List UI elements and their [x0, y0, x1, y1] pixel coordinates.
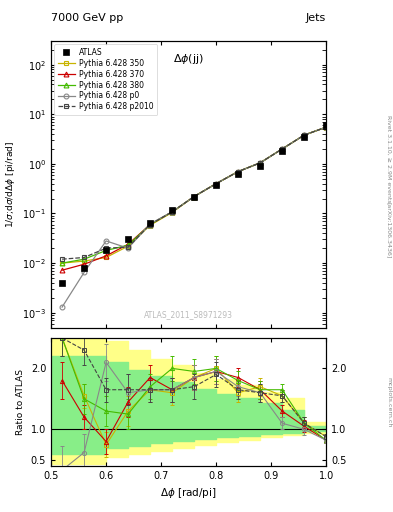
- Pythia 6.428 370: [258, 160, 263, 166]
- Pythia 6.428 p0: [258, 160, 263, 166]
- Pythia 6.428 380: [60, 260, 64, 266]
- ATLAS: [258, 163, 263, 169]
- Pythia 6.428 p0: [60, 304, 64, 310]
- Line: Pythia 6.428 p2010: Pythia 6.428 p2010: [60, 125, 329, 262]
- Pythia 6.428 p2010: [258, 160, 263, 166]
- Pythia 6.428 380: [280, 146, 285, 152]
- Pythia 6.428 350: [104, 254, 108, 261]
- Pythia 6.428 370: [302, 132, 307, 138]
- Line: ATLAS: ATLAS: [59, 122, 329, 286]
- Pythia 6.428 p0: [104, 238, 108, 244]
- Line: Pythia 6.428 p0: Pythia 6.428 p0: [60, 125, 329, 310]
- ATLAS: [324, 122, 329, 129]
- ATLAS: [60, 280, 64, 286]
- ATLAS: [302, 134, 307, 140]
- Pythia 6.428 p2010: [236, 168, 241, 175]
- Pythia 6.428 p2010: [148, 221, 152, 227]
- Pythia 6.428 380: [148, 221, 152, 227]
- ATLAS: [104, 247, 108, 253]
- Text: Rivet 3.1.10, ≥ 2.9M events: Rivet 3.1.10, ≥ 2.9M events: [386, 115, 391, 203]
- ATLAS: [82, 265, 86, 271]
- Pythia 6.428 p2010: [60, 256, 64, 262]
- Pythia 6.428 p2010: [324, 124, 329, 130]
- Pythia 6.428 380: [82, 256, 86, 262]
- Pythia 6.428 350: [192, 194, 196, 200]
- Line: Pythia 6.428 350: Pythia 6.428 350: [60, 125, 329, 266]
- ATLAS: [214, 182, 219, 188]
- Pythia 6.428 350: [302, 132, 307, 138]
- Pythia 6.428 p2010: [192, 194, 196, 200]
- Pythia 6.428 p2010: [170, 209, 174, 215]
- Pythia 6.428 370: [214, 181, 219, 187]
- Pythia 6.428 380: [192, 194, 196, 200]
- Legend: ATLAS, Pythia 6.428 350, Pythia 6.428 370, Pythia 6.428 380, Pythia 6.428 p0, Py: ATLAS, Pythia 6.428 350, Pythia 6.428 37…: [54, 44, 157, 115]
- Text: $\Delta\phi$(jj): $\Delta\phi$(jj): [173, 52, 204, 67]
- X-axis label: $\Delta\phi$ [rad/pi]: $\Delta\phi$ [rad/pi]: [160, 486, 217, 500]
- Pythia 6.428 350: [126, 243, 130, 249]
- Text: [arXiv:1306.3436]: [arXiv:1306.3436]: [386, 202, 391, 259]
- Pythia 6.428 370: [148, 221, 152, 227]
- Pythia 6.428 p2010: [214, 181, 219, 187]
- Pythia 6.428 p2010: [280, 146, 285, 152]
- Pythia 6.428 p0: [214, 181, 219, 187]
- Y-axis label: 1/$\sigma$;d$\sigma$/d$\Delta\phi$ [pi/rad]: 1/$\sigma$;d$\sigma$/d$\Delta\phi$ [pi/r…: [4, 141, 17, 228]
- Text: Jets: Jets: [306, 13, 326, 23]
- Pythia 6.428 380: [214, 181, 219, 187]
- Pythia 6.428 350: [170, 209, 174, 216]
- Pythia 6.428 380: [170, 209, 174, 215]
- Text: mcplots.cern.ch: mcplots.cern.ch: [386, 377, 391, 427]
- Y-axis label: Ratio to ATLAS: Ratio to ATLAS: [16, 369, 25, 435]
- Pythia 6.428 380: [258, 160, 263, 166]
- Pythia 6.428 p0: [148, 221, 152, 227]
- Pythia 6.428 370: [82, 261, 86, 267]
- Pythia 6.428 380: [302, 132, 307, 138]
- Pythia 6.428 350: [280, 146, 285, 152]
- Pythia 6.428 370: [170, 209, 174, 215]
- Pythia 6.428 370: [324, 124, 329, 130]
- Pythia 6.428 350: [148, 222, 152, 228]
- Pythia 6.428 p2010: [302, 132, 307, 138]
- Pythia 6.428 370: [280, 146, 285, 152]
- Pythia 6.428 p0: [280, 146, 285, 152]
- Pythia 6.428 380: [236, 168, 241, 175]
- ATLAS: [148, 220, 152, 226]
- Pythia 6.428 350: [214, 181, 219, 187]
- Pythia 6.428 380: [104, 247, 108, 253]
- Pythia 6.428 380: [324, 124, 329, 130]
- Pythia 6.428 350: [82, 258, 86, 264]
- Line: Pythia 6.428 380: Pythia 6.428 380: [60, 125, 329, 266]
- ATLAS: [126, 237, 130, 243]
- Pythia 6.428 p2010: [126, 244, 130, 250]
- ATLAS: [170, 207, 174, 214]
- Text: 7000 GeV pp: 7000 GeV pp: [51, 13, 123, 23]
- ATLAS: [236, 171, 241, 177]
- ATLAS: [192, 194, 196, 200]
- Pythia 6.428 370: [60, 267, 64, 273]
- Pythia 6.428 p0: [126, 245, 130, 251]
- Pythia 6.428 350: [258, 160, 263, 166]
- Pythia 6.428 p0: [192, 194, 196, 200]
- Pythia 6.428 350: [324, 124, 329, 130]
- Pythia 6.428 370: [236, 168, 241, 175]
- Line: Pythia 6.428 370: Pythia 6.428 370: [60, 125, 329, 272]
- Pythia 6.428 350: [60, 260, 64, 266]
- Pythia 6.428 370: [126, 241, 130, 247]
- Pythia 6.428 350: [236, 168, 241, 175]
- ATLAS: [280, 148, 285, 154]
- Pythia 6.428 380: [126, 242, 130, 248]
- Pythia 6.428 p0: [236, 168, 241, 175]
- Pythia 6.428 p0: [302, 132, 307, 138]
- Pythia 6.428 p0: [324, 124, 329, 130]
- Pythia 6.428 p0: [82, 269, 86, 275]
- Pythia 6.428 p2010: [82, 254, 86, 261]
- Text: ATLAS_2011_S8971293: ATLAS_2011_S8971293: [144, 310, 233, 319]
- Pythia 6.428 370: [104, 253, 108, 259]
- Pythia 6.428 p2010: [104, 245, 108, 251]
- Pythia 6.428 370: [192, 194, 196, 200]
- Pythia 6.428 p0: [170, 209, 174, 215]
